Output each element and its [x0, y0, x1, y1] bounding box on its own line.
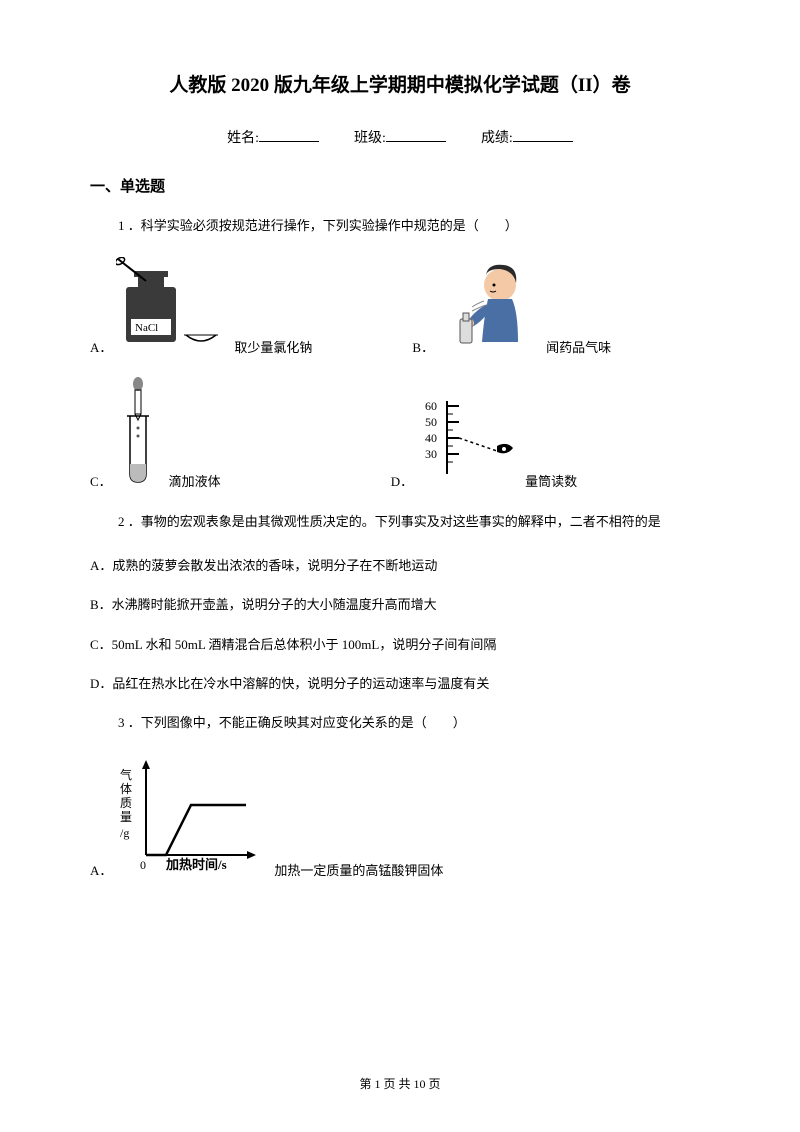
- svg-text:30: 30: [425, 447, 437, 461]
- nacl-bottle-icon: NaCl: [116, 257, 226, 356]
- class-label: 班级:: [354, 131, 386, 146]
- opt-text: 取少量氯化钠: [234, 337, 312, 356]
- q3-row: A． 气 体 质 量 /g 0: [90, 755, 710, 879]
- opt-text: 量筒读数: [525, 471, 577, 490]
- svg-text:质: 质: [120, 796, 132, 810]
- q2-d: D．品红在热水比在冷水中溶解的快，说明分子的运动速率与温度有关: [90, 672, 710, 695]
- q1-optA: A． NaCl 取少量氯化钠: [90, 257, 312, 356]
- q1-stem: 1 ．科学实验必须按规范进行操作，下列实验操作中规范的是（ ）: [90, 214, 710, 237]
- name-blank[interactable]: [259, 128, 319, 142]
- score-blank[interactable]: [513, 128, 573, 142]
- opt-text: 加热一定质量的高锰酸钾固体: [274, 860, 443, 879]
- opt-letter: C．: [90, 471, 112, 490]
- q1-row1: A． NaCl 取少量氯化钠: [90, 257, 710, 356]
- opt-letter: A．: [90, 337, 112, 356]
- opt-letter: A．: [90, 860, 112, 879]
- svg-text:加热时间/s: 加热时间/s: [165, 857, 227, 872]
- svg-text:40: 40: [425, 431, 437, 445]
- svg-text:50: 50: [425, 415, 437, 429]
- page-title: 人教版 2020 版九年级上学期期中模拟化学试题（II）卷: [90, 70, 710, 97]
- svg-text:量: 量: [120, 810, 132, 824]
- page-footer: 第 1 页 共 10 页: [0, 1075, 800, 1092]
- svg-text:NaCl: NaCl: [135, 322, 158, 334]
- svg-text:60: 60: [425, 399, 437, 413]
- q2-stem: 2 ．事物的宏观表象是由其微观性质决定的。下列事实及对这些事实的解释中，二者不相…: [90, 510, 710, 533]
- q1-optC: C． 滴加液体: [90, 376, 221, 490]
- dropper-tube-icon: [116, 376, 161, 490]
- q1-row2: C． 滴加液体 D．: [90, 376, 710, 490]
- svg-text:/g: /g: [120, 826, 129, 840]
- score-label: 成绩:: [481, 131, 513, 146]
- opt-letter: D．: [391, 471, 413, 490]
- opt-letter: B．: [412, 337, 434, 356]
- name-label: 姓名:: [227, 131, 259, 146]
- fill-row: 姓名: 班级: 成绩:: [90, 127, 710, 147]
- mass-time-chart-icon: 气 体 质 量 /g 0 加热时间/s: [116, 755, 266, 879]
- svg-text:气: 气: [120, 767, 132, 782]
- class-blank[interactable]: [386, 128, 446, 142]
- q3-stem: 3 ．下列图像中，不能正确反映其对应变化关系的是（ ）: [90, 711, 710, 734]
- smell-person-icon: [438, 257, 538, 356]
- q3-optA: A． 气 体 质 量 /g 0: [90, 755, 443, 879]
- opt-text: 闻药品气味: [546, 337, 611, 356]
- svg-text:0: 0: [140, 858, 146, 872]
- q2-c: C．50mL 水和 50mL 酒精混合后总体积小于 100mL，说明分子间有间隔: [90, 633, 710, 656]
- q2-b: B．水沸腾时能掀开壶盖，说明分子的大小随温度升高而增大: [90, 593, 710, 616]
- section-header: 一、单选题: [90, 175, 710, 196]
- opt-text: 滴加液体: [169, 471, 221, 490]
- q1-optD: D． 60 50 40 30: [391, 396, 577, 490]
- cylinder-reading-icon: 60 50 40 30: [417, 396, 517, 490]
- svg-text:体: 体: [120, 782, 132, 796]
- q1-optB: B．: [412, 257, 611, 356]
- q2-a: A．成熟的菠萝会散发出浓浓的香味，说明分子在不断地运动: [90, 554, 710, 577]
